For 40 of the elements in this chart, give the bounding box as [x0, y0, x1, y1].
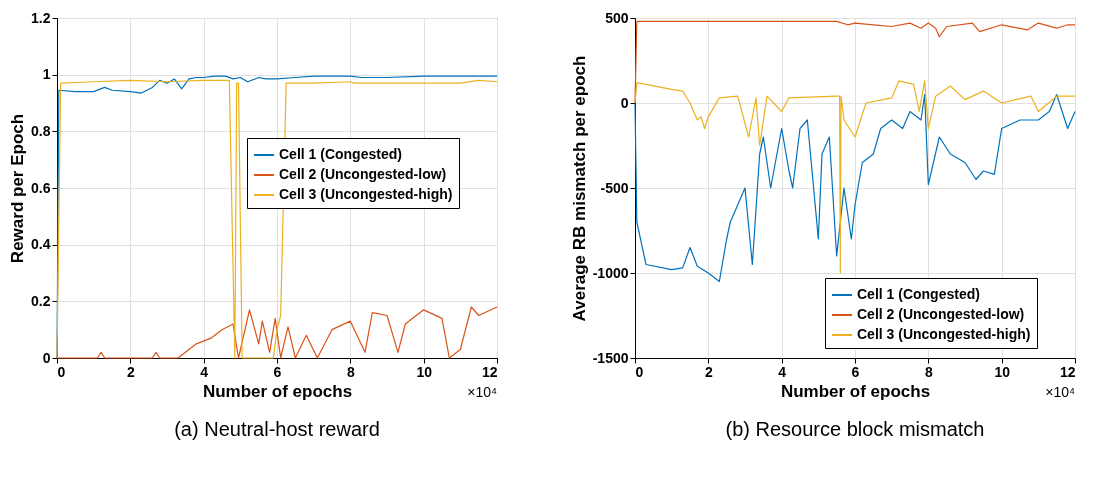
- legend-label: Cell 1 (Congested): [857, 286, 980, 302]
- legend-label: Cell 1 (Congested): [279, 146, 402, 162]
- x-tick-label: 12: [1059, 363, 1076, 380]
- y-tick-label: 0: [42, 349, 51, 366]
- legend-label: Cell 2 (Uncongested-low): [279, 166, 447, 182]
- y-tick-label: -1500: [592, 349, 629, 366]
- x-tick-label: 10: [416, 363, 433, 380]
- legend-label: Cell 3 (Uncongested-high): [857, 326, 1031, 342]
- x-tick-label: 4: [200, 363, 209, 380]
- y-tick-label: 0.6: [31, 179, 51, 196]
- y-axis-title: Reward per Epoch: [8, 113, 28, 264]
- x-tick-label: 12: [481, 363, 498, 380]
- x-tick-label: 6: [851, 363, 860, 380]
- legend-label: Cell 3 (Uncongested-high): [279, 186, 453, 202]
- x-tick-label: 10: [994, 363, 1011, 380]
- y-axis-title: Average RB mismatch per epoch: [569, 55, 589, 322]
- text: (b) Resource block mismatch: [725, 418, 985, 440]
- x-tick-label: 8: [924, 363, 933, 380]
- x-tick-label: 6: [273, 363, 282, 380]
- x-axis-title: Number of epochs: [202, 381, 353, 401]
- legend-label: Cell 2 (Uncongested-low): [857, 306, 1025, 322]
- x-tick-label: 0: [57, 363, 66, 380]
- x-tick-label: 0: [635, 363, 644, 380]
- y-tick-label: 0.4: [31, 236, 51, 253]
- x-tick-label: 8: [346, 363, 355, 380]
- text: (a) Neutral-host reward: [174, 418, 380, 440]
- y-tick-label: 0: [620, 94, 629, 111]
- text: ×10⁴: [1045, 384, 1075, 400]
- x-tick-label: 2: [126, 363, 135, 380]
- y-tick-label: 1.2: [31, 9, 51, 26]
- x-tick-label: 4: [778, 363, 787, 380]
- y-tick-label: 0.8: [31, 122, 51, 139]
- text: ×10⁴: [467, 384, 497, 400]
- x-tick-label: 2: [704, 363, 713, 380]
- y-tick-label: 500: [605, 9, 629, 26]
- x-axis-title: Number of epochs: [780, 381, 931, 401]
- y-tick-label: 1: [42, 66, 51, 83]
- y-tick-label: -1000: [592, 264, 629, 281]
- y-tick-label: -500: [600, 179, 629, 196]
- y-tick-label: 0.2: [31, 292, 51, 309]
